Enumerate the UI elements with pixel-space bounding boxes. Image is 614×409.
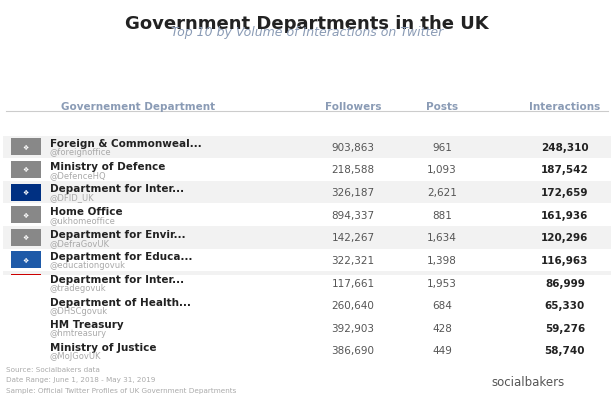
Text: 326,187: 326,187	[332, 188, 375, 198]
FancyBboxPatch shape	[3, 339, 611, 362]
Text: Ministry of Justice: Ministry of Justice	[50, 342, 156, 352]
Text: 894,337: 894,337	[332, 210, 375, 220]
Text: 386,690: 386,690	[332, 346, 375, 355]
Text: HM Treasury: HM Treasury	[50, 319, 123, 329]
Text: 218,588: 218,588	[332, 165, 375, 175]
Text: ❖: ❖	[23, 167, 29, 173]
Text: @educationgovuk: @educationgovuk	[50, 261, 126, 270]
Text: Posts: Posts	[426, 101, 458, 111]
Text: 187,542: 187,542	[541, 165, 589, 175]
Text: 65,330: 65,330	[545, 301, 585, 310]
FancyBboxPatch shape	[11, 139, 41, 156]
Text: Governement Department: Governement Department	[61, 101, 216, 111]
FancyBboxPatch shape	[3, 204, 611, 227]
Text: ❖: ❖	[23, 302, 29, 308]
Text: Home Office: Home Office	[50, 207, 122, 217]
Text: 428: 428	[432, 323, 452, 333]
Text: 2,621: 2,621	[427, 188, 457, 198]
Text: 1,398: 1,398	[427, 255, 457, 265]
FancyBboxPatch shape	[3, 294, 611, 317]
Text: @MoJGovUK: @MoJGovUK	[50, 351, 101, 360]
Text: socialbakers: socialbakers	[491, 375, 564, 388]
FancyBboxPatch shape	[3, 181, 611, 204]
Text: ❖: ❖	[23, 235, 29, 241]
Text: 161,936: 161,936	[541, 210, 589, 220]
Text: @DefraGovUK: @DefraGovUK	[50, 238, 110, 247]
Text: @ukhomeoffice: @ukhomeoffice	[50, 216, 115, 225]
Text: 881: 881	[432, 210, 452, 220]
Polygon shape	[473, 389, 483, 393]
Text: 684: 684	[432, 301, 452, 310]
Text: 903,863: 903,863	[332, 142, 375, 153]
Text: ❖: ❖	[23, 257, 29, 263]
Text: 142,267: 142,267	[332, 233, 375, 243]
FancyBboxPatch shape	[3, 227, 611, 249]
Text: ❖: ❖	[23, 212, 29, 218]
Text: 172,659: 172,659	[541, 188, 589, 198]
Text: Department for Educa...: Department for Educa...	[50, 252, 192, 262]
Text: @foreignoffice: @foreignoffice	[50, 148, 111, 157]
FancyBboxPatch shape	[11, 184, 41, 201]
Text: Department for Inter...: Department for Inter...	[50, 184, 184, 194]
Text: Foreign & Commonweal...: Foreign & Commonweal...	[50, 139, 201, 149]
Text: ❖: ❖	[23, 144, 29, 151]
Text: ❖: ❖	[23, 325, 29, 331]
Text: 322,321: 322,321	[332, 255, 375, 265]
FancyBboxPatch shape	[11, 297, 41, 314]
Text: 248,310: 248,310	[541, 142, 589, 153]
Text: Followers: Followers	[325, 101, 381, 111]
Text: ❖: ❖	[23, 280, 29, 286]
Text: Ministry of Defence: Ministry of Defence	[50, 162, 165, 171]
Text: 117,661: 117,661	[332, 278, 375, 288]
FancyBboxPatch shape	[11, 229, 41, 246]
Text: ✿: ✿	[472, 376, 481, 387]
Text: Sample: Official Twitter Profiles of UK Government Departments: Sample: Official Twitter Profiles of UK …	[6, 387, 236, 393]
Text: @tradegovuk: @tradegovuk	[50, 283, 106, 292]
Text: 1,953: 1,953	[427, 278, 457, 288]
Text: 116,963: 116,963	[541, 255, 589, 265]
Text: Interactions: Interactions	[529, 101, 600, 111]
Text: 1,093: 1,093	[427, 165, 457, 175]
Text: Government Departments in the UK: Government Departments in the UK	[125, 15, 489, 33]
Text: Department for Inter...: Department for Inter...	[50, 274, 184, 284]
FancyBboxPatch shape	[3, 272, 611, 294]
FancyBboxPatch shape	[3, 249, 611, 272]
Text: @DHSCgovuk: @DHSCgovuk	[50, 306, 108, 315]
Text: 120,296: 120,296	[541, 233, 589, 243]
Text: 260,640: 260,640	[332, 301, 375, 310]
Text: @DefenceHQ: @DefenceHQ	[50, 171, 106, 180]
FancyBboxPatch shape	[11, 319, 41, 337]
Text: 58,740: 58,740	[545, 346, 585, 355]
FancyBboxPatch shape	[3, 159, 611, 181]
Text: 59,276: 59,276	[545, 323, 585, 333]
Text: @DFID_UK: @DFID_UK	[50, 193, 95, 202]
FancyBboxPatch shape	[11, 207, 41, 224]
FancyBboxPatch shape	[11, 162, 41, 179]
FancyBboxPatch shape	[3, 136, 611, 159]
FancyBboxPatch shape	[460, 372, 493, 391]
Text: 1,634: 1,634	[427, 233, 457, 243]
Text: 86,999: 86,999	[545, 278, 585, 288]
Text: Source: Socialbakers data: Source: Socialbakers data	[6, 366, 100, 372]
Text: 449: 449	[432, 346, 452, 355]
Text: ❖: ❖	[23, 190, 29, 196]
FancyBboxPatch shape	[11, 342, 41, 359]
Text: ❖: ❖	[23, 348, 29, 353]
Text: Department of Health...: Department of Health...	[50, 297, 191, 307]
Text: Department for Envir...: Department for Envir...	[50, 229, 185, 239]
FancyBboxPatch shape	[11, 274, 41, 291]
FancyBboxPatch shape	[3, 317, 611, 339]
Text: 961: 961	[432, 142, 452, 153]
Text: Top 10 by Volume of Interactions on Twitter: Top 10 by Volume of Interactions on Twit…	[171, 26, 443, 39]
Text: Date Range: June 1, 2018 - May 31, 2019: Date Range: June 1, 2018 - May 31, 2019	[6, 376, 155, 382]
Text: 392,903: 392,903	[332, 323, 375, 333]
FancyBboxPatch shape	[11, 252, 41, 269]
Text: @hmtreasury: @hmtreasury	[50, 328, 107, 337]
